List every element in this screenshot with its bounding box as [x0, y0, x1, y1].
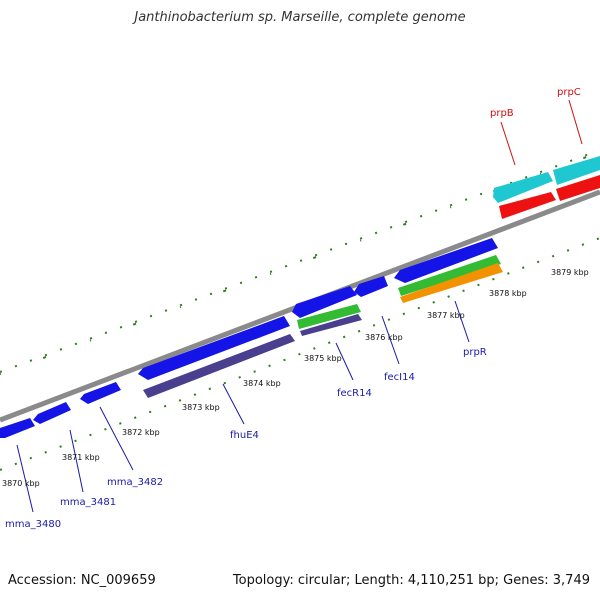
gene-label-fhuE4: fhuE4: [230, 430, 259, 441]
label-leaders: [16, 99, 583, 513]
inner-tick-ring: [0, 237, 600, 471]
gene-bar-prpC: [556, 175, 600, 201]
accession-label: Accession: NC_009659: [8, 573, 156, 588]
cds-arrow-prpR: [394, 238, 498, 283]
leader-prpC: [568, 99, 583, 145]
gene-bar-fhuE4: [143, 334, 295, 398]
gene-bar-prpB: [499, 192, 556, 219]
cds-track-reverse: [0, 238, 498, 438]
cds-arrow-fhuE4: [138, 316, 290, 380]
genome-summary: Topology: circular; Length: 4,110,251 bp…: [232, 573, 590, 588]
scale-label: 3879 kbp: [551, 268, 589, 277]
cds-track-forward: [493, 156, 600, 219]
gene-label-prpC: prpC: [557, 87, 581, 98]
cds-arrow-mma-3481: [33, 402, 71, 424]
scale-label: 3877 kbp: [427, 311, 465, 320]
gene-bar-prpR-orange: [400, 263, 503, 303]
gene-labels: mma_3480 mma_3481 mma_3482 fhuE4 fecR14 …: [5, 87, 581, 530]
gene-track: [143, 255, 503, 398]
scale-label: 3870 kbp: [2, 479, 40, 488]
scale-label: 3873 kbp: [182, 403, 220, 412]
cds-arrow-prpB: [493, 172, 553, 203]
scale-label: 3871 kbp: [62, 453, 100, 462]
scale-label: 3872 kbp: [122, 428, 160, 437]
gene-bar-fecI14: [300, 314, 362, 336]
scale-label: 3876 kbp: [365, 333, 403, 342]
gene-label-mma-3482: mma_3482: [107, 477, 163, 488]
cds-arrow-mma-3480: [0, 418, 35, 438]
gene-label-mma-3481: mma_3481: [60, 497, 116, 508]
gene-bar-fecR14: [297, 304, 361, 329]
leader-fhuE4: [222, 383, 245, 425]
scale-labels: 3870 kbp 3871 kbp 3872 kbp 3873 kbp 3874…: [2, 268, 589, 488]
scale-label: 3878 kbp: [489, 289, 527, 298]
leader-mma-3481: [69, 429, 84, 493]
cds-arrow-fecI14: [354, 276, 388, 297]
gene-bar-prpR-green: [398, 255, 501, 296]
scale-label: 3874 kbp: [243, 379, 281, 388]
cds-arrow-mma-3482: [80, 382, 121, 404]
leader-prpB: [500, 121, 516, 166]
leader-fecR14: [335, 342, 354, 381]
gene-label-prpR: prpR: [463, 347, 487, 358]
map-title: Janthinobacterium sp. Marseille, complet…: [134, 10, 466, 25]
gene-label-mma-3480: mma_3480: [5, 519, 61, 530]
leader-mma-3482: [99, 406, 134, 471]
inner-minor-ticks: [0, 237, 600, 471]
leader-fecI14: [381, 315, 400, 365]
leader-mma-3480: [16, 444, 34, 513]
gene-label-prpB: prpB: [490, 108, 514, 119]
scale-label: 3875 kbp: [304, 354, 342, 363]
leader-prpR: [454, 300, 470, 343]
cds-arrow-fecR14: [292, 286, 357, 318]
cds-arrow-prpC: [553, 156, 600, 185]
gene-label-fecR14: fecR14: [337, 388, 372, 399]
gene-label-fecI14: fecI14: [384, 372, 415, 383]
